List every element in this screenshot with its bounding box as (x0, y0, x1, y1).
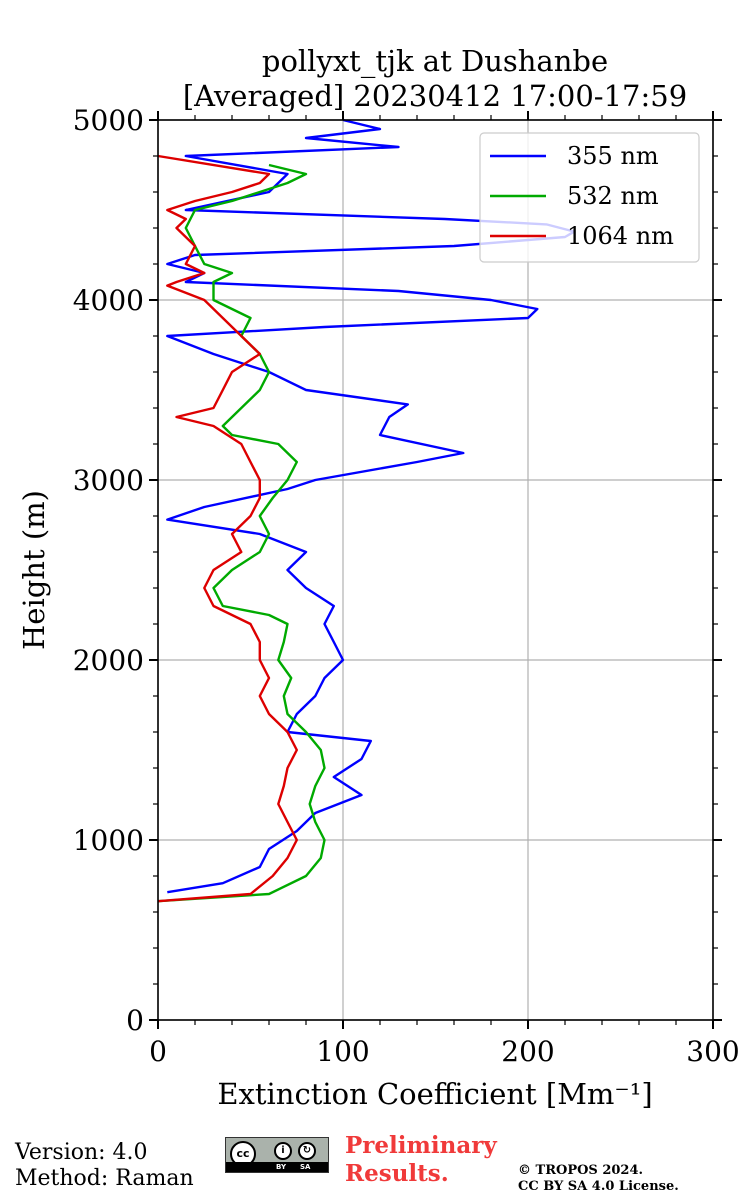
footer-version: Version: 4.0 (15, 1140, 148, 1165)
legend-label-1064: 1064 nm (567, 222, 674, 250)
copyright-notice: © TROPOS 2024. CC BY SA 4.0 License. (518, 1163, 679, 1195)
copyright-line1: © TROPOS 2024. (518, 1163, 644, 1178)
y-tick-label: 1000 (73, 824, 144, 857)
legend: 355 nm 532 nm 1064 nm (479, 132, 700, 263)
legend-box (479, 132, 700, 263)
chart-title-line1: pollyxt_tjk at Dushanbe (262, 44, 608, 79)
y-tick-label: 2000 (73, 644, 144, 677)
footer-method: Method: Raman (15, 1166, 194, 1191)
copyright-line2: CC BY SA 4.0 License. (518, 1179, 679, 1194)
y-tick-label: 4000 (73, 284, 144, 317)
x-tick-label: 0 (149, 1035, 167, 1068)
x-tick-label: 300 (686, 1035, 739, 1068)
x-axis-label: Extinction Coefficient [Mm⁻¹] (217, 1077, 652, 1111)
attribution-icon: i (274, 1142, 292, 1160)
preliminary-results-notice: Preliminary Results. (345, 1132, 497, 1188)
plot-frame (157, 119, 714, 1021)
y-tick-label: 5000 (73, 104, 144, 137)
x-tick-label: 200 (501, 1035, 554, 1068)
x-tick-label: 100 (316, 1035, 369, 1068)
chart-title-line2: [Averaged] 20230412 17:00-17:59 (183, 79, 687, 113)
legend-label-355: 355 nm (567, 142, 659, 170)
cc-by-text: BY (276, 1163, 287, 1171)
y-tick-label: 3000 (73, 464, 144, 497)
series-line-1064-nm (157, 154, 298, 903)
y-axis-label: Height (m) (17, 490, 51, 650)
share-alike-icon: ↻ (298, 1142, 316, 1160)
prelim-line1: Preliminary (345, 1132, 497, 1159)
series-line-532-nm (157, 163, 326, 903)
cc-sa-text: SA (300, 1163, 311, 1171)
prelim-line2: Results. (345, 1160, 449, 1187)
extinction-profile-chart: pollyxt_tjk at Dushanbe [Averaged] 20230… (17, 44, 740, 1111)
legend-label-532: 532 nm (567, 182, 659, 210)
y-tick-label: 0 (126, 1004, 144, 1037)
cc-badge-bar: BY SA (226, 1162, 328, 1172)
cc-by-sa-badge: cc i ↻ BY SA (225, 1137, 329, 1173)
